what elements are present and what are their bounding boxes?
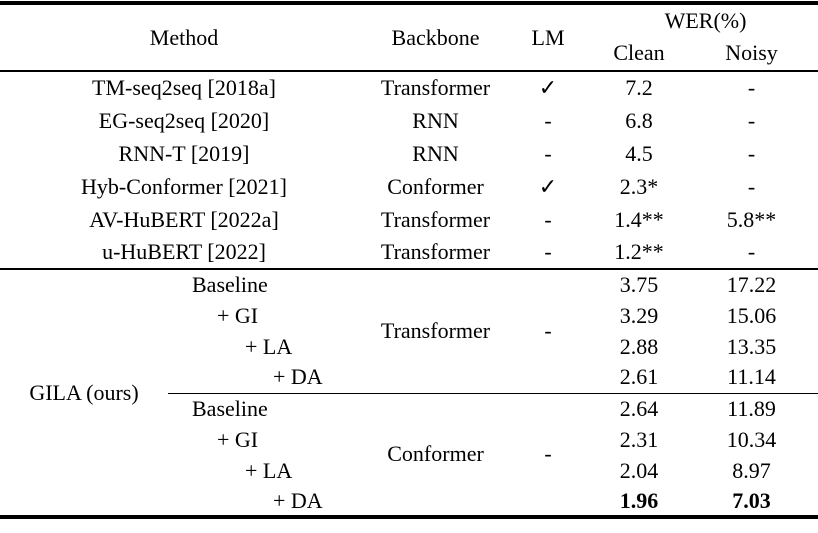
noisy-wer-cell-best: 7.03 bbox=[732, 487, 771, 513]
header-row-sub: Clean Noisy bbox=[0, 35, 818, 72]
backbone-cell: Transformer bbox=[380, 318, 491, 344]
clean-wer-cell: 1.4** bbox=[614, 206, 664, 232]
table-row: EG-seq2seq [2020] RNN - 6.8 - bbox=[0, 104, 818, 137]
method-cell: EG-seq2seq [2020] bbox=[98, 107, 270, 133]
lm-cell: - bbox=[544, 206, 552, 232]
table-row: Baseline Conformer - 2.64 11.89 bbox=[0, 392, 818, 517]
clean-wer-cell: 2.04 bbox=[619, 457, 659, 483]
noisy-wer-cell: 11.89 bbox=[685, 392, 818, 424]
noisy-wer-cell: - bbox=[747, 173, 756, 199]
method-cell: Baseline bbox=[168, 392, 369, 424]
method-cell: Baseline bbox=[192, 272, 268, 297]
clean-wer-cell: 2.31 bbox=[619, 426, 659, 452]
noisy-wer-cell: 15.06 bbox=[726, 302, 777, 328]
table-row: TM-seq2seq [2018a] Transformer ✓ 7.2 - bbox=[0, 71, 818, 104]
method-cell: u-HuBERT [2022] bbox=[0, 236, 369, 270]
lm-cell: - bbox=[503, 392, 594, 517]
table-row: Hyb-Conformer [2021] Conformer ✓ 2.3* - bbox=[0, 170, 818, 203]
clean-wer-cell: 3.75 bbox=[619, 272, 659, 297]
method-cell: + GI bbox=[217, 302, 259, 328]
column-header-noisy: Noisy bbox=[685, 35, 818, 72]
noisy-wer-cell: 10.34 bbox=[726, 426, 777, 452]
column-header-lm: LM bbox=[503, 3, 594, 72]
backbone-cell: Transformer bbox=[380, 75, 491, 100]
table-row: + DA 1.96 7.03 bbox=[0, 486, 818, 517]
method-cell: + LA bbox=[245, 457, 293, 483]
noisy-wer-cell: - bbox=[747, 140, 756, 166]
method-cell: + DA bbox=[273, 364, 323, 390]
method-cell: TM-seq2seq [2018a] bbox=[92, 75, 276, 100]
clean-wer-cell: 2.61 bbox=[619, 364, 659, 390]
noisy-wer-cell: 11.14 bbox=[727, 364, 776, 390]
column-header-method: Method bbox=[0, 3, 369, 72]
column-header-wer-group: WER(%) bbox=[664, 8, 747, 33]
clean-wer-cell: 2.88 bbox=[619, 333, 659, 359]
lm-checkmark-cell: ✓ bbox=[538, 173, 558, 199]
method-cell: + DA bbox=[273, 487, 323, 513]
lm-cell: - bbox=[503, 236, 594, 270]
method-cell: + LA bbox=[245, 333, 293, 359]
table-header: Method Backbone LM WER(%) Clean Noisy bbox=[0, 3, 818, 72]
table-row: u-HuBERT [2022] Transformer - 1.2** - bbox=[0, 236, 818, 270]
table-row: GILA (ours) Baseline Transformer - 3.75 … bbox=[0, 269, 818, 405]
lm-cell: - bbox=[544, 318, 552, 344]
table-row: + LA 2.04 8.97 bbox=[0, 455, 818, 486]
lm-checkmark-cell: ✓ bbox=[538, 75, 558, 100]
method-cell: RNN-T [2019] bbox=[118, 140, 250, 166]
clean-wer-cell: 2.3* bbox=[619, 173, 659, 199]
noisy-wer-cell: 5.8** bbox=[726, 206, 777, 232]
backbone-cell: Conformer bbox=[387, 173, 484, 199]
group-label-cell: GILA (ours) bbox=[29, 379, 139, 405]
noisy-wer-cell: - bbox=[747, 107, 756, 133]
lm-cell: - bbox=[544, 107, 552, 133]
noisy-wer-cell: 17.22 bbox=[726, 272, 777, 297]
header-row-top: Method Backbone LM WER(%) bbox=[0, 3, 818, 72]
noisy-wer-cell: 13.35 bbox=[726, 333, 777, 359]
backbone-cell: RNN bbox=[412, 107, 459, 133]
clean-wer-cell: 4.5 bbox=[625, 140, 653, 166]
backbone-cell: Transformer bbox=[380, 206, 491, 232]
noisy-wer-cell: 8.97 bbox=[732, 457, 771, 483]
clean-wer-cell: 7.2 bbox=[625, 75, 653, 100]
gila-section: GILA (ours) Baseline Transformer - 3.75 … bbox=[0, 269, 818, 517]
clean-wer-cell: 2.64 bbox=[593, 392, 686, 424]
column-header-backbone: Backbone bbox=[368, 3, 504, 72]
prior-work-section: TM-seq2seq [2018a] Transformer ✓ 7.2 - E… bbox=[0, 71, 818, 270]
clean-wer-cell: 1.2** bbox=[593, 236, 686, 270]
backbone-cell: Conformer bbox=[368, 392, 504, 517]
lm-cell: - bbox=[544, 140, 552, 166]
table-row: + LA 2.88 13.35 bbox=[0, 331, 818, 362]
noisy-wer-cell: - bbox=[747, 75, 756, 100]
method-cell: AV-HuBERT [2022a] bbox=[89, 206, 279, 232]
backbone-cell: RNN bbox=[412, 140, 459, 166]
clean-wer-cell: 6.8 bbox=[625, 107, 653, 133]
method-cell: Hyb-Conformer [2021] bbox=[81, 173, 287, 199]
table-row: RNN-T [2019] RNN - 4.5 - bbox=[0, 137, 818, 170]
table-row: + DA 2.61 11.14 bbox=[0, 362, 818, 393]
results-table: Method Backbone LM WER(%) Clean Noisy TM… bbox=[0, 1, 818, 519]
clean-wer-cell: 3.29 bbox=[619, 302, 659, 328]
column-header-clean: Clean bbox=[593, 35, 686, 72]
table-row: + GI 3.29 15.06 bbox=[0, 300, 818, 331]
table-row: AV-HuBERT [2022a] Transformer - 1.4** 5.… bbox=[0, 203, 818, 236]
backbone-cell: Transformer bbox=[368, 236, 504, 270]
noisy-wer-cell: - bbox=[685, 236, 818, 270]
clean-wer-cell-best: 1.96 bbox=[619, 487, 659, 513]
table-row: + GI 2.31 10.34 bbox=[0, 424, 818, 455]
method-cell: + GI bbox=[217, 426, 259, 452]
